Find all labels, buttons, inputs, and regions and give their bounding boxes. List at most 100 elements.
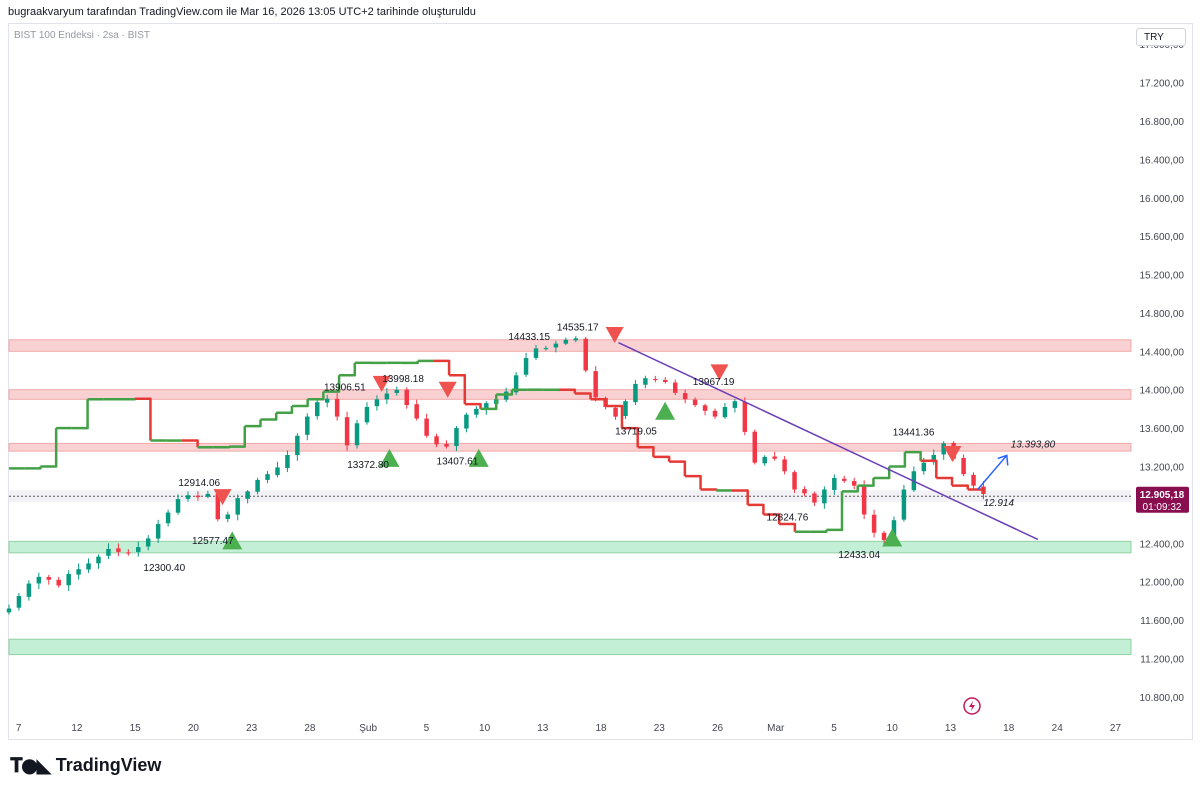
lightning-bolt-icon [969, 701, 975, 711]
candle-body [842, 478, 847, 481]
swing-price-label: 14535.17 [557, 322, 599, 333]
swing-price-label: 12914.06 [178, 478, 220, 489]
trend-segment [229, 426, 247, 448]
candle-body [792, 472, 797, 490]
y-axis-tick-label: 13.200,00 [1140, 462, 1185, 473]
x-axis-tick-label: 20 [188, 723, 200, 734]
trend-segment [323, 375, 341, 393]
swing-price-label: 13441.36 [893, 427, 935, 438]
projection-target-label: 13.393,80 [1011, 439, 1056, 450]
candle-body [832, 477, 837, 490]
y-axis-tick-label: 11.200,00 [1140, 654, 1184, 665]
candle-body [165, 512, 171, 524]
trend-segment [606, 404, 624, 429]
y-axis-tick-label: 12.400,00 [1140, 539, 1185, 550]
candle-body [394, 389, 400, 394]
candle-body [26, 583, 32, 597]
trend-segment [826, 491, 844, 532]
y-axis-tick-label: 16.400,00 [1140, 155, 1185, 166]
candle-body [782, 459, 787, 472]
candle-body [305, 416, 310, 435]
trend-segment [307, 391, 325, 401]
candle-body [742, 401, 748, 432]
trend-segment [590, 398, 608, 407]
y-axis-tick-label: 13.600,00 [1140, 424, 1185, 435]
trend-segment [842, 485, 859, 493]
candle-body [861, 485, 867, 515]
candle-body [185, 495, 191, 499]
candle-body [901, 489, 907, 520]
buy-signal-icon [882, 528, 903, 547]
trend-segment [731, 489, 749, 505]
candle-body [215, 493, 221, 520]
candle-body [6, 608, 12, 613]
y-axis-tick-label: 14.000,00 [1140, 386, 1185, 397]
candle-body [295, 435, 300, 456]
candle-body [613, 407, 618, 417]
candle-body [126, 552, 131, 554]
candle-body [225, 514, 230, 519]
candle-body [324, 398, 330, 403]
trend-segment [684, 474, 702, 490]
x-axis-tick-label: 28 [304, 723, 316, 734]
trend-segment [779, 522, 797, 532]
candle-body [643, 378, 648, 385]
candle-body [86, 563, 91, 570]
candle-body [802, 489, 807, 494]
support-zone [8, 540, 1132, 554]
trend-segment [401, 360, 419, 365]
swing-price-label: 13407.61 [437, 457, 479, 468]
swing-price-label: 13372.80 [347, 460, 389, 471]
candle-body [384, 393, 390, 400]
trend-segment [480, 394, 498, 411]
candle-body [851, 481, 857, 486]
projection-arrow [977, 454, 1008, 490]
trend-segment [71, 399, 89, 430]
trend-segment [496, 389, 514, 396]
swing-price-label: 13719.05 [615, 427, 657, 438]
candle-body [404, 389, 409, 406]
resistance-zone [8, 339, 1132, 352]
trend-segment [621, 426, 639, 448]
trend-segment [559, 388, 577, 394]
resistance-zone [8, 389, 1132, 400]
x-axis-tick-label: 10 [479, 723, 491, 734]
x-axis-tick-label: 10 [887, 723, 899, 734]
brand-name: TradingView [55, 754, 162, 775]
trend-segment [464, 402, 482, 409]
current-price-label: 12.905,18 [1140, 490, 1185, 501]
candle-body [136, 547, 141, 552]
x-axis-tick-label: 7 [16, 723, 22, 734]
y-axis-tick-label: 14.400,00 [1140, 347, 1185, 358]
trend-segment [920, 459, 938, 478]
candle-body [702, 405, 708, 411]
y-axis-tick-label: 11.600,00 [1140, 616, 1184, 627]
candle-body [484, 403, 489, 410]
candle-body [961, 457, 966, 475]
current-price-badge [1136, 486, 1189, 513]
candle-body [36, 576, 42, 584]
candle-body [543, 348, 549, 350]
swing-price-label: 13998.18 [382, 374, 424, 385]
x-axis-tick-label: 18 [1003, 723, 1015, 734]
tradingview-logo[interactable]: 𝐓●◣ TradingView [10, 753, 161, 777]
currency-button[interactable]: TRY [1136, 28, 1186, 46]
chart-caption: bugraakvaryum tarafından TradingView.com… [8, 6, 476, 18]
candle-body [822, 489, 827, 504]
candle-body [334, 398, 340, 417]
candle-body [891, 520, 897, 540]
trend-segment [967, 488, 985, 494]
axes-layer: 17.600,0017.200,0016.800,0016.400,0016.0… [16, 40, 1189, 734]
buy-signal-icon [222, 531, 243, 550]
resistance-zone [8, 442, 1132, 452]
candle-body [46, 577, 52, 580]
y-axis-tick-label: 17.200,00 [1140, 79, 1185, 90]
candle-body [155, 524, 161, 539]
candle-body [971, 474, 976, 486]
candle-body [653, 378, 658, 381]
candle-body [762, 456, 767, 464]
trend-segment [339, 362, 357, 377]
trend-segment [889, 452, 907, 468]
projection-arrowhead-icon [997, 454, 1009, 466]
